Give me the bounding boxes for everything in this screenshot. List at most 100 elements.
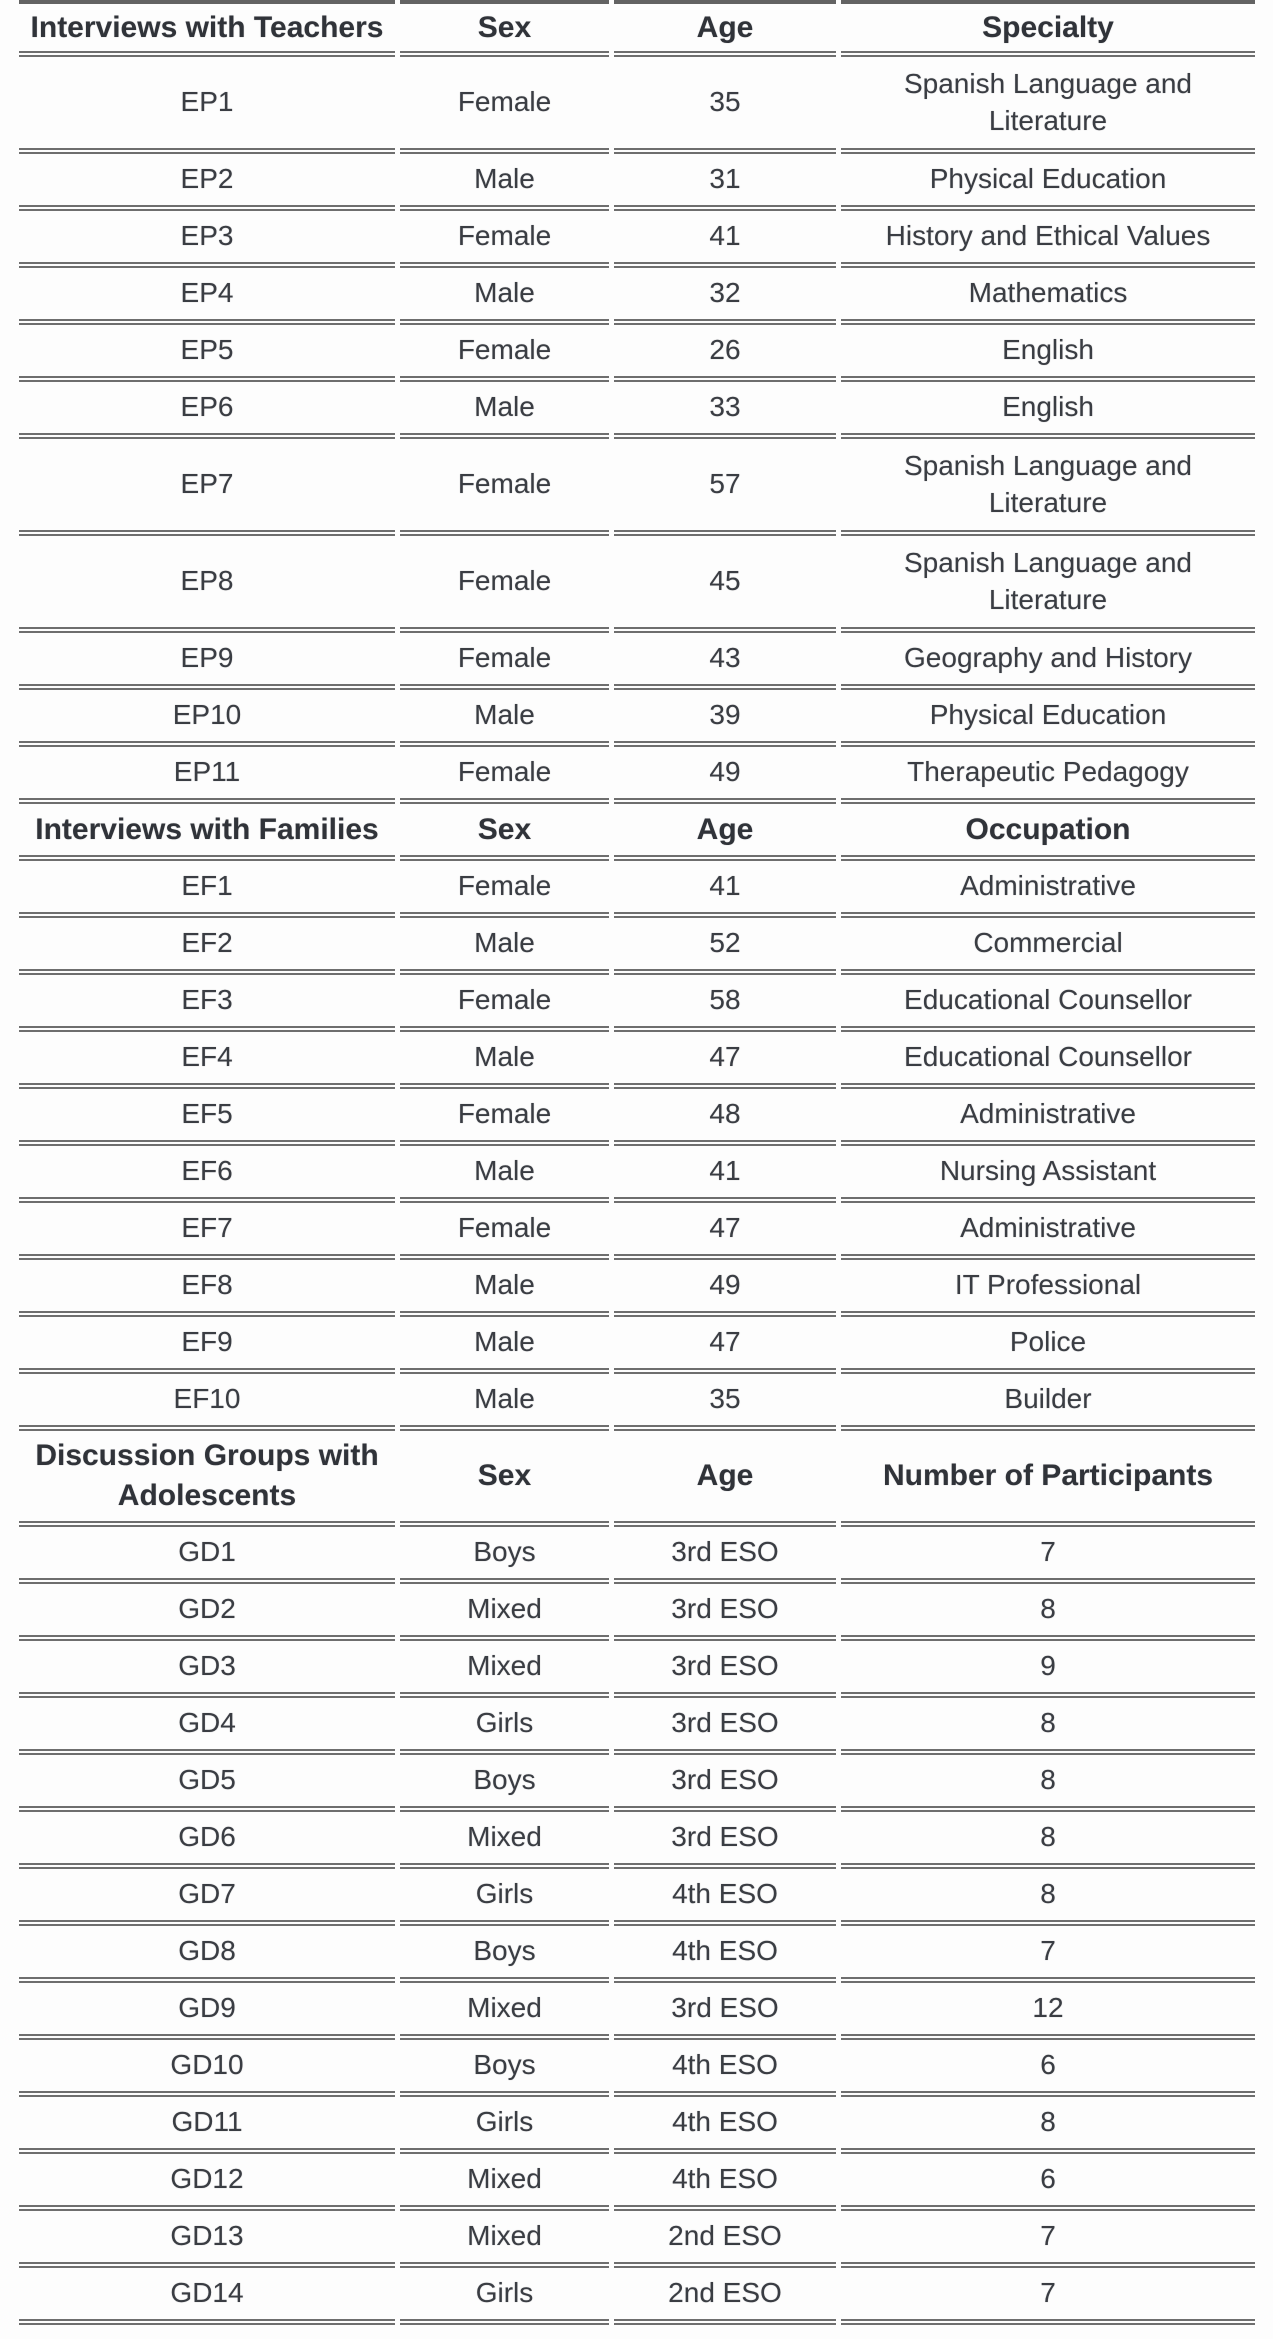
table-row: EF7 Female 47 Administrative	[19, 1203, 1255, 1260]
cell-id: GD6	[19, 1812, 395, 1869]
table-row: GD9 Mixed 3rd ESO 12	[19, 1983, 1255, 2040]
section-header-row: Discussion Groups with Adolescents Sex Age…	[19, 1431, 1255, 1527]
table-row: EF3 Female 58 Educational Counsellor	[19, 975, 1255, 1032]
cell-id: EP10	[19, 690, 395, 747]
cell-detail: Builder	[841, 1374, 1255, 1431]
cell-id: EF8	[19, 1260, 395, 1317]
table-row: EP5 Female 26 English	[19, 325, 1255, 382]
cell-age: 47	[614, 1317, 836, 1374]
cell-sex: Mixed	[400, 1584, 609, 1641]
cell-sex: Female	[400, 211, 609, 268]
cell-age: 41	[614, 1146, 836, 1203]
cell-sex: Girls	[400, 2097, 609, 2154]
cell-id: GD7	[19, 1869, 395, 1926]
column-header-last: Specialty	[841, 0, 1255, 57]
table-row: EF5 Female 48 Administrative	[19, 1089, 1255, 1146]
cell-detail: Spanish Language and Literature	[841, 536, 1255, 633]
section-header-row: Interviews with Families Sex Age Occupation	[19, 804, 1255, 861]
cell-sex: Female	[400, 536, 609, 633]
cell-sex: Mixed	[400, 1641, 609, 1698]
cell-sex: Female	[400, 439, 609, 536]
cell-sex: Female	[400, 1089, 609, 1146]
cell-detail: 7	[841, 2211, 1255, 2268]
table-row: EF10 Male 35 Builder	[19, 1374, 1255, 1431]
cell-detail: Educational Counsellor	[841, 1032, 1255, 1089]
cell-id: EP11	[19, 747, 395, 804]
cell-id: GD1	[19, 1527, 395, 1584]
cell-id: EF2	[19, 918, 395, 975]
table-row: EP11 Female 49 Therapeutic Pedagogy	[19, 747, 1255, 804]
table-row: GD4 Girls 3rd ESO 8	[19, 1698, 1255, 1755]
cell-age: 2nd ESO	[614, 2268, 836, 2325]
cell-sex: Girls	[400, 1869, 609, 1926]
table-row: GD10 Boys 4th ESO 6	[19, 2040, 1255, 2097]
cell-sex: Mixed	[400, 1812, 609, 1869]
cell-age: 4th ESO	[614, 1926, 836, 1983]
cell-id: EF4	[19, 1032, 395, 1089]
cell-age: 41	[614, 211, 836, 268]
cell-detail: 8	[841, 1812, 1255, 1869]
table-row: GD1 Boys 3rd ESO 7	[19, 1527, 1255, 1584]
column-header-last: Number of Participants	[841, 1431, 1255, 1527]
cell-sex: Mixed	[400, 1983, 609, 2040]
table-row: EP9 Female 43 Geography and History	[19, 633, 1255, 690]
cell-id: EF1	[19, 861, 395, 918]
cell-detail: Geography and History	[841, 633, 1255, 690]
table-row: GD2 Mixed 3rd ESO 8	[19, 1584, 1255, 1641]
cell-detail: Nursing Assistant	[841, 1146, 1255, 1203]
table-row: GD5 Boys 3rd ESO 8	[19, 1755, 1255, 1812]
cell-id: GD11	[19, 2097, 395, 2154]
cell-id: GD8	[19, 1926, 395, 1983]
cell-age: 4th ESO	[614, 2040, 836, 2097]
cell-detail: 8	[841, 1869, 1255, 1926]
cell-detail: Spanish Language and Literature	[841, 57, 1255, 154]
table-row: EP3 Female 41 History and Ethical Values	[19, 211, 1255, 268]
cell-sex: Female	[400, 975, 609, 1032]
table-row: GD8 Boys 4th ESO 7	[19, 1926, 1255, 1983]
cell-age: 3rd ESO	[614, 1698, 836, 1755]
cell-age: 3rd ESO	[614, 1527, 836, 1584]
cell-detail: 8	[841, 1698, 1255, 1755]
table-row: EP4 Male 32 Mathematics	[19, 268, 1255, 325]
cell-id: GD5	[19, 1755, 395, 1812]
cell-detail: History and Ethical Values	[841, 211, 1255, 268]
table-row: EF8 Male 49 IT Professional	[19, 1260, 1255, 1317]
cell-id: EP8	[19, 536, 395, 633]
table-row: EP2 Male 31 Physical Education	[19, 154, 1255, 211]
cell-sex: Male	[400, 1374, 609, 1431]
cell-detail: Spanish Language and Literature	[841, 439, 1255, 536]
cell-detail: 7	[841, 1527, 1255, 1584]
cell-sex: Male	[400, 1317, 609, 1374]
cell-id: EF7	[19, 1203, 395, 1260]
cell-id: EF9	[19, 1317, 395, 1374]
cell-age: 31	[614, 154, 836, 211]
table-row: EP6 Male 33 English	[19, 382, 1255, 439]
cell-sex: Female	[400, 57, 609, 154]
cell-sex: Male	[400, 918, 609, 975]
cell-age: 3rd ESO	[614, 1983, 836, 2040]
cell-detail: 6	[841, 2040, 1255, 2097]
table-row: GD3 Mixed 3rd ESO 9	[19, 1641, 1255, 1698]
table-row: EP1 Female 35 Spanish Language and Literatu…	[19, 57, 1255, 154]
cell-detail: 8	[841, 1755, 1255, 1812]
cell-age: 3rd ESO	[614, 1641, 836, 1698]
section-header-row: Interviews with Teachers Sex Age Specialty	[19, 0, 1255, 57]
cell-detail: 6	[841, 2154, 1255, 2211]
cell-age: 35	[614, 57, 836, 154]
table-row: EP10 Male 39 Physical Education	[19, 690, 1255, 747]
participants-table: Interviews with Teachers Sex Age Specialty E…	[14, 0, 1260, 2325]
column-header-sex: Sex	[400, 1431, 609, 1527]
cell-id: EP2	[19, 154, 395, 211]
column-header-sex: Sex	[400, 804, 609, 861]
cell-id: EF5	[19, 1089, 395, 1146]
table-row: EP8 Female 45 Spanish Language and Literatu…	[19, 536, 1255, 633]
cell-sex: Female	[400, 861, 609, 918]
cell-age: 49	[614, 747, 836, 804]
cell-age: 47	[614, 1032, 836, 1089]
cell-age: 35	[614, 1374, 836, 1431]
participants-table-body: Interviews with Teachers Sex Age Specialty E…	[19, 0, 1255, 2325]
cell-detail: 9	[841, 1641, 1255, 1698]
column-header-sex: Sex	[400, 0, 609, 57]
cell-detail: English	[841, 325, 1255, 382]
